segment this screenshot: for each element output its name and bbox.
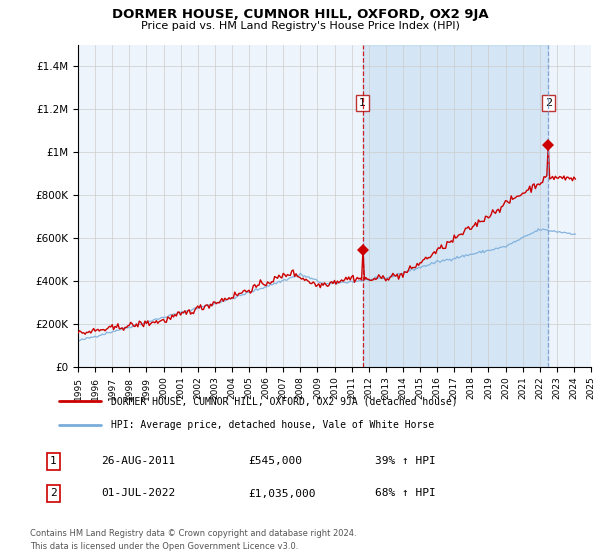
Text: 68% ↑ HPI: 68% ↑ HPI [376,488,436,498]
Text: 01-JUL-2022: 01-JUL-2022 [101,488,175,498]
Text: DORMER HOUSE, CUMNOR HILL, OXFORD, OX2 9JA (detached house): DORMER HOUSE, CUMNOR HILL, OXFORD, OX2 9… [112,396,458,407]
Text: Contains HM Land Registry data © Crown copyright and database right 2024.: Contains HM Land Registry data © Crown c… [30,529,356,538]
Text: 39% ↑ HPI: 39% ↑ HPI [376,456,436,466]
Text: £545,000: £545,000 [248,456,302,466]
Text: Price paid vs. HM Land Registry's House Price Index (HPI): Price paid vs. HM Land Registry's House … [140,21,460,31]
Text: DORMER HOUSE, CUMNOR HILL, OXFORD, OX2 9JA: DORMER HOUSE, CUMNOR HILL, OXFORD, OX2 9… [112,8,488,21]
Text: 1: 1 [359,98,366,108]
Text: 26-AUG-2011: 26-AUG-2011 [101,456,175,466]
Text: This data is licensed under the Open Government Licence v3.0.: This data is licensed under the Open Gov… [30,542,298,550]
Text: 2: 2 [545,98,552,108]
Text: 2: 2 [50,488,56,498]
Text: 1: 1 [50,456,56,466]
Text: HPI: Average price, detached house, Vale of White Horse: HPI: Average price, detached house, Vale… [112,419,434,430]
Text: £1,035,000: £1,035,000 [248,488,316,498]
Bar [363,45,548,367]
